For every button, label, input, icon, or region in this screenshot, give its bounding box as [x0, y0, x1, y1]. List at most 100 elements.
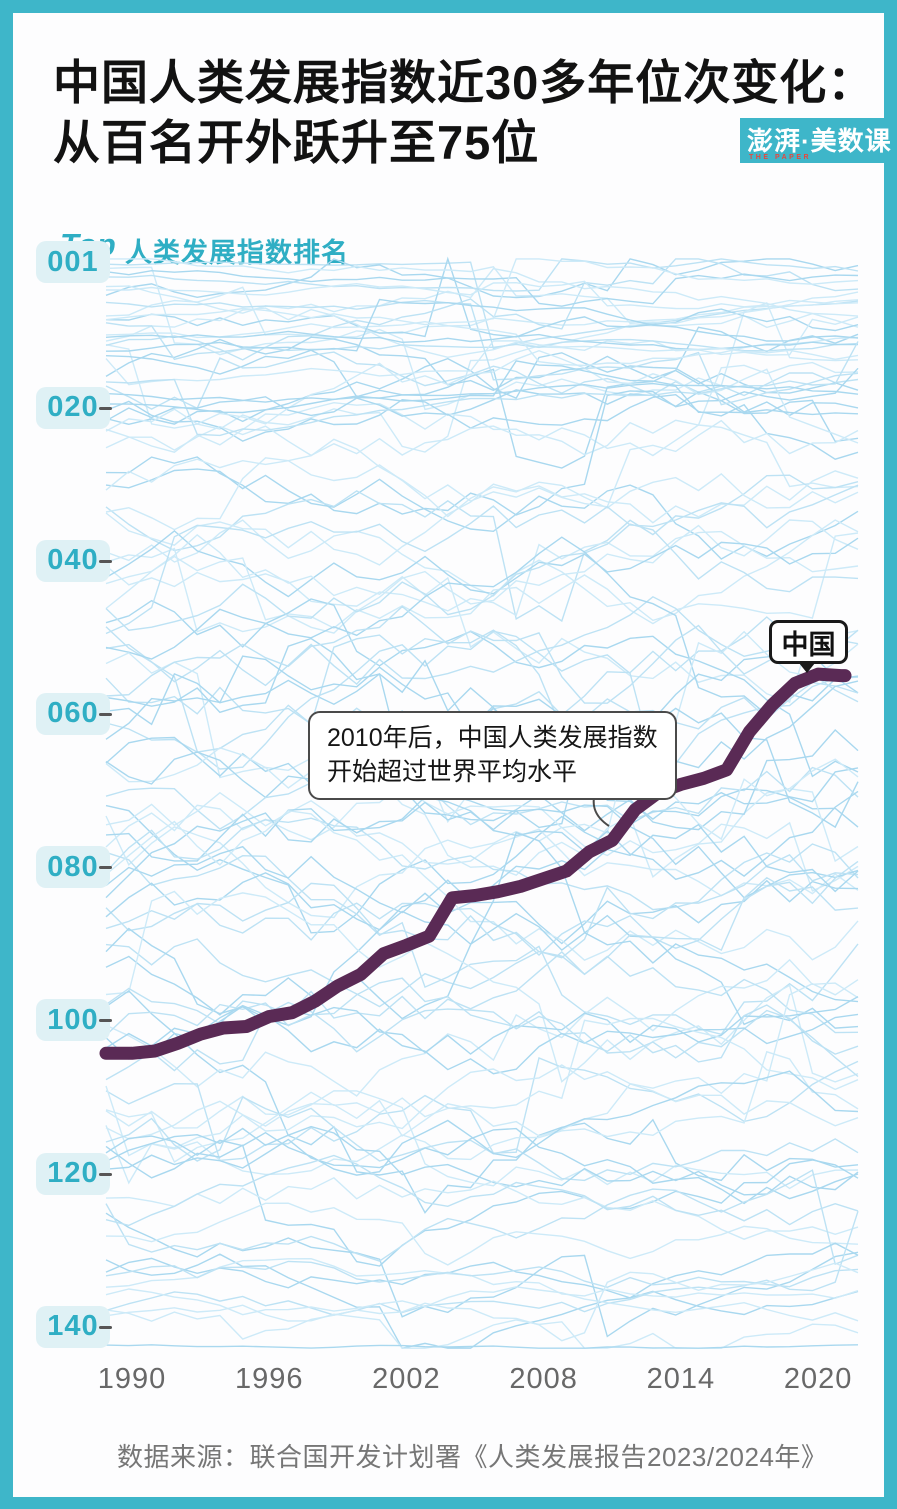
background-country-line — [105, 652, 859, 753]
background-country-line — [105, 484, 859, 635]
background-country-line — [105, 349, 859, 444]
background-country-line — [105, 1286, 859, 1322]
background-country-line — [105, 1304, 859, 1349]
background-country-line — [105, 951, 859, 1034]
background-country-line — [105, 360, 859, 403]
background-country-line — [105, 1344, 859, 1349]
background-country-line — [105, 1176, 859, 1240]
background-country-line — [105, 393, 859, 460]
background-country-line — [105, 1017, 859, 1164]
background-country-line — [105, 1050, 859, 1185]
background-country-line — [105, 533, 859, 704]
background-country-line — [105, 330, 858, 351]
background-country-line — [105, 1260, 859, 1289]
background-country-line — [105, 1057, 859, 1162]
background-country-line — [105, 739, 859, 848]
brand-logo-text: 澎湃·美数课 — [747, 126, 892, 156]
background-country-line — [105, 519, 859, 622]
background-country-line — [105, 876, 859, 976]
background-country-line — [105, 1202, 859, 1266]
background-country-line — [105, 299, 859, 406]
y-tick-chip: 120 — [36, 1152, 110, 1195]
background-country-line — [105, 1169, 859, 1266]
y-tick-dash — [99, 406, 112, 410]
background-country-line — [105, 468, 859, 560]
y-tick-dash — [99, 712, 112, 716]
background-country-line — [105, 845, 859, 945]
background-country-line — [105, 1125, 859, 1196]
background-country-line — [105, 258, 859, 361]
background-country-line — [105, 266, 859, 356]
background-country-line — [105, 629, 859, 753]
background-country-line — [105, 1083, 859, 1140]
background-country-line — [105, 995, 859, 1060]
y-tick-dash — [99, 1019, 112, 1023]
background-country-line — [105, 389, 859, 443]
background-country-line — [105, 382, 859, 416]
background-country-line — [105, 1242, 859, 1349]
y-tick-chip: 040 — [36, 539, 110, 582]
background-country-line — [105, 989, 859, 1214]
page-title-line2: 从百名开外跃升至75位 — [53, 115, 540, 169]
x-tick-label: 1996 — [234, 1363, 304, 1395]
china-label-pointer-icon — [799, 663, 815, 673]
background-country-line — [105, 419, 859, 508]
china-line — [99, 667, 852, 1060]
background-country-line — [105, 536, 859, 716]
x-tick-label: 1990 — [97, 1363, 167, 1395]
background-country-line — [105, 595, 859, 687]
background-country-line — [105, 809, 859, 962]
background-country-line — [105, 336, 859, 394]
annotation-text-line2: 开始超过世界平均水平 — [327, 758, 578, 786]
y-tick-chip: 020 — [36, 386, 110, 429]
background-country-line — [105, 352, 859, 426]
background-country-line — [106, 258, 859, 325]
background-country-line — [105, 351, 859, 410]
y-tick-chip: 001 — [36, 241, 110, 283]
background-country-line — [105, 735, 859, 830]
y-tick-dash — [99, 1325, 112, 1329]
x-tick-label: 2008 — [509, 1363, 578, 1395]
background-country-line — [105, 1154, 859, 1227]
background-country-line — [105, 258, 859, 326]
background-country-line — [105, 767, 859, 934]
background-country-line — [105, 298, 859, 352]
background-country-line — [105, 598, 859, 778]
annotation-text-line1: 2010年后，中国人类发展指数 — [327, 724, 658, 752]
background-country-line — [105, 626, 859, 770]
background-country-line — [105, 530, 859, 617]
background-country-line — [105, 419, 859, 489]
background-country-line — [105, 860, 859, 956]
background-country-line — [105, 851, 859, 1036]
y-tick-chip: 080 — [36, 846, 110, 889]
background-country-line — [105, 1070, 859, 1176]
background-country-line — [105, 267, 859, 317]
background-country-line — [105, 1210, 859, 1316]
brand-logo: 澎湃·美数课 THE PAPER — [740, 118, 897, 163]
background-country-line — [105, 341, 859, 437]
background-country-line — [105, 1096, 859, 1182]
background-country-line — [105, 817, 859, 911]
y-tick-chip: 100 — [36, 999, 110, 1042]
x-tick-label: 2014 — [646, 1363, 716, 1395]
background-country-lines — [105, 256, 859, 1349]
background-country-line — [105, 801, 859, 899]
y-tick-dash — [99, 1172, 112, 1176]
y-tick-dash — [99, 866, 112, 870]
y-tick-chip: 060 — [36, 692, 110, 735]
x-tick-label: 2002 — [372, 1363, 441, 1395]
source-note: 数据来源：联合国开发计划署《人类发展报告2023/2024年》 — [117, 1442, 828, 1472]
background-country-line — [105, 854, 859, 1008]
background-country-line — [105, 1257, 859, 1316]
background-country-line — [105, 523, 859, 631]
page-title: 中国人类发展指数近30多年位次变化： 从百名开外跃升至75位 — [53, 53, 883, 172]
background-country-line — [105, 470, 859, 566]
background-country-line — [105, 256, 859, 338]
background-country-line — [105, 529, 859, 598]
background-country-line — [105, 1257, 859, 1299]
background-country-line — [105, 269, 859, 307]
background-country-line — [106, 280, 859, 310]
brand-logo-subtext: THE PAPER — [749, 154, 812, 161]
